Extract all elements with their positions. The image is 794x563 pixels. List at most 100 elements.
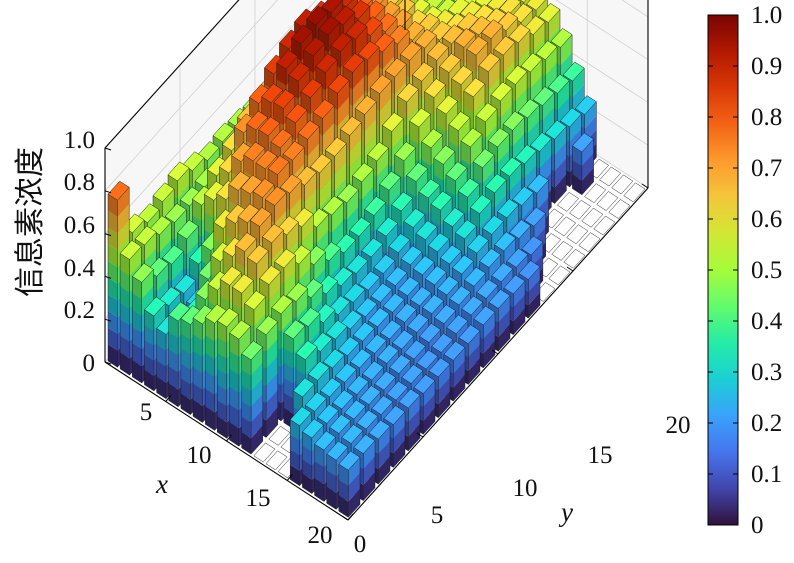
bar-19-18 <box>581 207 604 228</box>
bar-face-front <box>153 303 166 331</box>
bar-face-left <box>120 269 130 293</box>
bar-face-front <box>379 97 392 128</box>
bar-face-front <box>476 42 488 72</box>
bar-face-left <box>132 343 142 367</box>
bar-face-left <box>108 344 118 368</box>
bar-face-front <box>144 232 157 262</box>
bar-face-top <box>526 0 546 11</box>
bar-face-front <box>554 174 567 204</box>
bar-face-front <box>313 43 325 73</box>
empty-cell <box>608 199 631 219</box>
bar-face-front <box>177 168 190 199</box>
bar-18-19 <box>584 183 607 204</box>
bar-face-front <box>518 29 530 60</box>
bar-17-19 <box>572 132 594 196</box>
bar-face-left <box>120 253 130 277</box>
bar-face-front <box>533 21 545 51</box>
bar-face-left <box>228 184 239 208</box>
bar-face-front <box>334 161 347 192</box>
bar-face-front <box>473 84 485 114</box>
bar-face-front <box>162 188 175 219</box>
bar-face-front <box>186 226 199 255</box>
bar-face-front <box>371 244 383 274</box>
bar-face-front <box>359 223 371 252</box>
empty-cell <box>578 232 601 253</box>
bar-face-front <box>337 80 350 110</box>
bar-face-front <box>557 80 570 111</box>
bar-17-18 <box>557 191 579 212</box>
bar-face-front <box>356 260 368 290</box>
bar-face-left <box>436 108 447 132</box>
bar-face-front <box>322 105 335 136</box>
bar-face-left <box>108 194 118 217</box>
bar-face-front <box>521 192 534 220</box>
bar-face-front <box>352 76 365 106</box>
bar-face-front <box>530 59 543 89</box>
bar-face-front <box>389 177 401 206</box>
bar-face-top <box>486 0 508 12</box>
bar-face-front <box>467 184 480 214</box>
bar-face-front <box>394 64 407 95</box>
bar-face-front <box>344 240 356 269</box>
bar-face-front <box>382 39 395 70</box>
bar-face-front <box>434 84 446 115</box>
bar-face-left <box>406 175 417 197</box>
bar-face-left <box>132 360 142 383</box>
bar-face-front <box>307 126 320 157</box>
bar-face-front <box>322 122 335 153</box>
bar-face-top <box>321 0 344 14</box>
bar-face-front <box>340 38 353 69</box>
bar-18-18 <box>569 199 592 220</box>
bar-face-front <box>542 107 555 136</box>
bar-face-left <box>120 335 130 359</box>
bar-face-left <box>572 160 582 181</box>
bar-face-left <box>394 154 404 178</box>
bar-face-front <box>361 169 374 200</box>
bar-face-left <box>473 161 483 184</box>
bar-face-front <box>416 168 428 197</box>
bar-face-front <box>534 213 546 241</box>
bar-face-left <box>189 257 199 280</box>
bar-face-left <box>168 332 179 356</box>
bar-face-front <box>479 200 492 229</box>
bar-face-left <box>463 90 474 114</box>
bar-face-front <box>325 59 338 91</box>
bar-19-17 <box>566 224 589 245</box>
bar-face-front <box>328 22 340 53</box>
bar-face-front <box>409 47 422 78</box>
bar-face-front <box>554 158 567 188</box>
bar-face-front <box>374 202 386 232</box>
bar-face-left <box>409 121 419 145</box>
bar-face-front <box>292 147 305 177</box>
bar-20-18 <box>593 215 616 236</box>
bar-face-front <box>316 214 329 244</box>
bar-face-front <box>364 101 377 132</box>
bar-face-front <box>519 225 531 255</box>
bar-face-front <box>174 209 187 240</box>
bar-face-left <box>382 125 392 150</box>
bar-face-top <box>519 0 527 3</box>
bar-face-left <box>156 360 167 383</box>
bar-face-front <box>355 26 368 57</box>
bar-face-front <box>331 202 344 233</box>
bar-19-20 <box>611 174 634 195</box>
bar-face-left <box>108 277 118 301</box>
bar-face-left <box>108 294 118 318</box>
bar-face-front <box>331 220 344 251</box>
bar-face-front <box>572 68 585 98</box>
bar-face-left <box>430 204 441 226</box>
bar-face-front <box>391 118 404 150</box>
empty-cell <box>557 191 579 212</box>
bar-face-left <box>470 207 480 229</box>
bar-face-left <box>204 194 214 219</box>
bar-face-front <box>527 120 540 150</box>
bar-face-front <box>509 163 522 192</box>
z-gridline <box>104 0 649 192</box>
bar-face-left <box>156 376 167 399</box>
bar-face-front <box>310 84 323 115</box>
bar-face-left <box>168 366 179 390</box>
bar-face-front <box>506 204 519 233</box>
bar-face-front <box>386 223 398 254</box>
bar-face-left <box>201 244 212 267</box>
bar-face-front <box>346 207 359 237</box>
